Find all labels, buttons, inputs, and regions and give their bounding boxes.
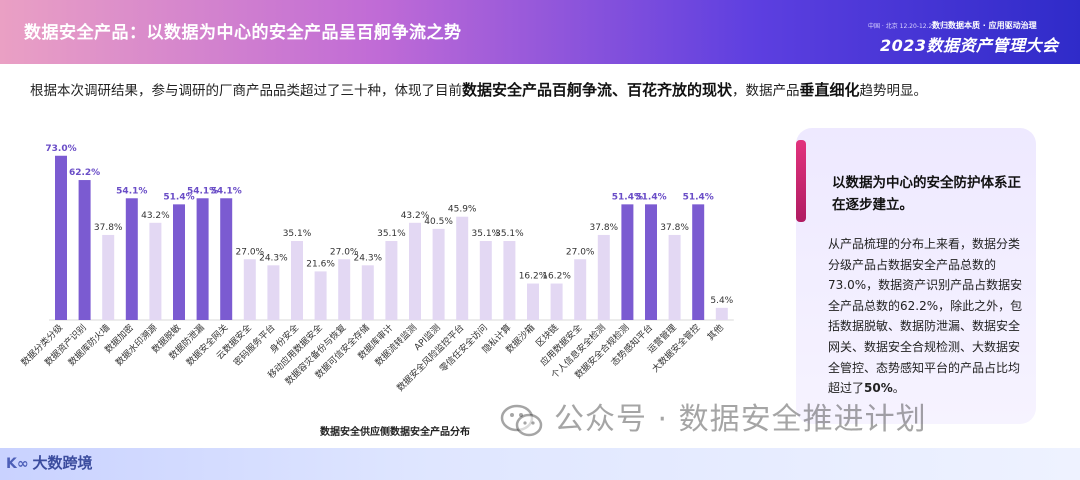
bar-15: [409, 222, 421, 320]
bar-4: [149, 222, 162, 320]
bar-value-3: 54.1%: [116, 186, 147, 196]
summary-body: 从产品梳理的分布上来看，数据分类分级产品占数据安全产品总数的73.0%，数据资产…: [828, 234, 1024, 399]
intro-bold2: 垂直细化: [799, 81, 860, 99]
intro-part2: ，数据产品: [732, 83, 800, 99]
bar-6: [196, 198, 209, 320]
bar-26: [668, 234, 681, 320]
bar-value-20: 16.2%: [519, 272, 548, 282]
bar-3: [125, 198, 138, 320]
bar-19: [503, 241, 516, 320]
panel-accent: [796, 140, 806, 222]
bar-value-21: 16.2%: [542, 272, 571, 282]
bar-value-0: 73.0%: [45, 144, 76, 154]
chart-title: 数据安全供应侧数据安全产品分布: [320, 427, 470, 438]
bar-21: [550, 283, 563, 320]
logo-mark-icon: K∞: [6, 456, 29, 472]
logo-text: 大数跨境: [32, 454, 93, 472]
intro-part1: 根据本次调研结果，参与调研的厂商产品品类超过了三十种，体现了目前: [30, 83, 462, 99]
bar-0: [55, 155, 67, 320]
intro-text: 根据本次调研结果，参与调研的厂商产品品类超过了三十种，体现了目前数据安全产品百舸…: [30, 79, 1070, 100]
header-banner: [0, 0, 1080, 64]
category-label-0: 数据分类分级: [18, 322, 65, 369]
bar-value-7: 54.1%: [211, 186, 242, 196]
page-title: 数据安全产品：以数据为中心的安全产品呈百舸争流之势: [24, 23, 462, 43]
bar-chart: 73.0%数据分类分级62.2%数据资产识别37.8%数据库防火墙54.1%数据…: [18, 144, 734, 394]
wechat-icon: [500, 404, 543, 436]
bar-27: [692, 204, 705, 320]
bar-value-17: 45.9%: [448, 205, 477, 215]
bar-value-13: 24.3%: [354, 253, 383, 263]
bar-18: [479, 241, 492, 320]
summary-body-bold: 50%: [864, 381, 893, 396]
bar-value-14: 35.1%: [377, 229, 406, 239]
bar-2: [102, 234, 115, 320]
bar-25: [645, 204, 657, 320]
conference-slogan: 数归数据本质 · 应用驱动治理: [932, 21, 1037, 30]
bar-value-27: 51.4%: [683, 192, 714, 202]
category-label-28: 其他: [705, 322, 726, 343]
bar-value-28: 5.4%: [710, 296, 733, 306]
bar-value-15: 43.2%: [401, 211, 430, 221]
bar-value-26: 37.8%: [660, 223, 689, 233]
bar-17: [456, 216, 469, 320]
footer-bar: [0, 448, 1080, 480]
bar-28: [715, 307, 728, 320]
bar-value-4: 43.2%: [141, 211, 170, 221]
bar-value-19: 35.1%: [495, 229, 524, 239]
bar-12: [338, 259, 351, 320]
bar-5: [173, 204, 185, 320]
bar-9: [267, 265, 280, 320]
bar-value-16: 40.5%: [424, 217, 453, 227]
bar-22: [574, 259, 587, 320]
bar-16: [432, 228, 445, 320]
bar-value-9: 24.3%: [259, 253, 288, 263]
conference-name: 2023数据资产管理大会: [880, 36, 1059, 55]
bar-value-12: 27.0%: [330, 247, 359, 257]
bar-value-6: 54.1%: [187, 186, 218, 196]
bar-value-24: 51.4%: [612, 192, 643, 202]
summary-heading: 以数据为中心的安全防护体系正在逐步建立。: [832, 175, 1021, 213]
watermark-text: 公众号 · 数据安全推进计划: [554, 402, 927, 437]
bar-11: [314, 271, 327, 320]
bar-7: [220, 198, 233, 320]
bar-24: [621, 204, 634, 320]
bar-value-18: 35.1%: [472, 229, 501, 239]
summary-panel: [796, 128, 1036, 424]
bar-value-8: 27.0%: [236, 247, 265, 257]
brand-logo[interactable]: K∞ 大数跨境: [6, 452, 93, 473]
bar-20: [527, 283, 539, 320]
wechat-watermark: 公众号 · 数据安全推进计划: [500, 394, 927, 438]
bar-13: [361, 265, 374, 320]
bar-14: [385, 241, 398, 320]
conference-date: 中国 · 北京 12.20-12.21: [868, 23, 937, 30]
bar-value-2: 37.8%: [94, 223, 123, 233]
bar-value-25: 51.4%: [635, 192, 666, 202]
intro-bold1: 数据安全产品百舸争流、百花齐放的现状: [462, 81, 733, 99]
bar-23: [597, 234, 610, 320]
bar-8: [243, 259, 256, 320]
bar-value-23: 37.8%: [590, 223, 619, 233]
bar-value-10: 35.1%: [283, 229, 312, 239]
bar-value-22: 27.0%: [566, 247, 595, 257]
bar-value-5: 51.4%: [163, 192, 194, 202]
summary-body-text: 从产品梳理的分布上来看，数据分类分级产品占数据安全产品总数的73.0%，数据资产…: [828, 237, 1023, 396]
bar-chart-container: 73.0% 数据分类分级 62.2% 数据资产识别 37.8% 数据库防火墙 54.1% 数据…: [0, 120, 790, 450]
bar-10: [291, 241, 303, 320]
summary-body-end: 。: [892, 381, 905, 396]
bar-value-11: 21.6%: [306, 259, 335, 269]
bar-value-1: 62.2%: [69, 168, 100, 178]
intro-part3: 趋势明显。: [859, 83, 928, 99]
bar-1: [78, 180, 91, 320]
